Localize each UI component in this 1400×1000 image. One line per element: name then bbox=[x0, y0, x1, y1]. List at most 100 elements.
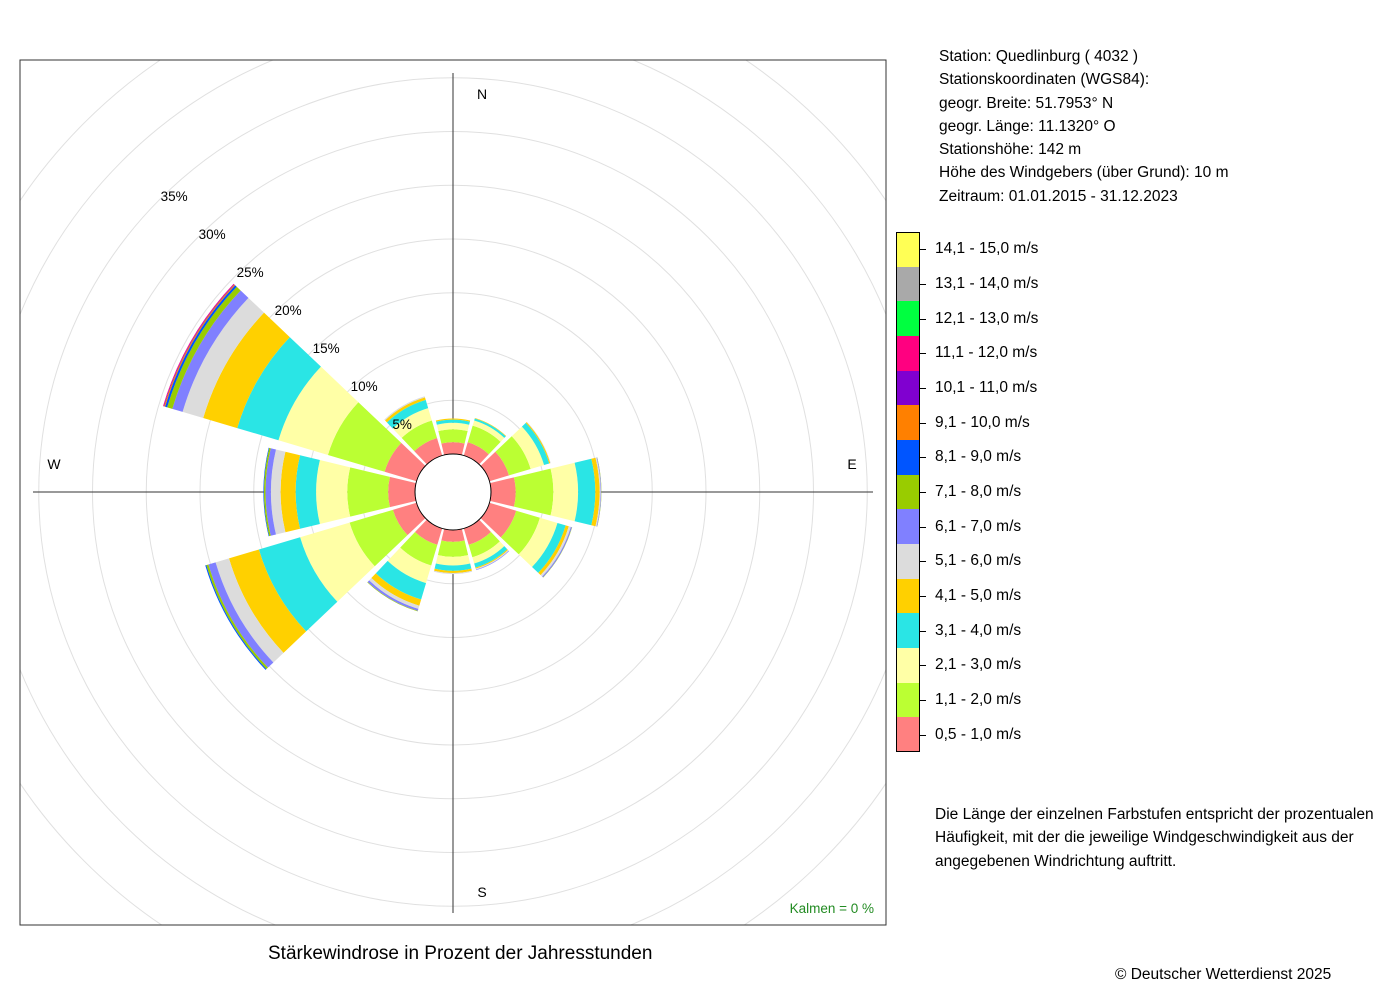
legend-swatch bbox=[896, 266, 920, 302]
wind-sector-segment bbox=[475, 549, 509, 570]
wind-sector-segment bbox=[463, 442, 489, 465]
legend-label: 2,1 - 3,0 m/s bbox=[935, 656, 1022, 674]
wind-sector-segment bbox=[172, 290, 249, 412]
legend-label: 13,1 - 14,0 m/s bbox=[935, 275, 1039, 292]
legend-swatch bbox=[896, 613, 920, 648]
wind-sector-segment bbox=[596, 457, 602, 527]
wind-sector-segment bbox=[472, 541, 505, 564]
wind-sector-segment bbox=[367, 580, 419, 611]
wind-sector-segment bbox=[386, 399, 429, 429]
legend-swatch bbox=[896, 370, 920, 406]
legend-swatch bbox=[896, 578, 920, 614]
station-info: Station: Quedlinburg ( 4032 ) Stationskoo… bbox=[939, 45, 1228, 208]
station-info-line: geogr. Breite: 51.7953° N bbox=[939, 94, 1114, 112]
ring-label: 25% bbox=[237, 265, 264, 280]
note-line: Die Länge der einzelnen Farbstufen entsp… bbox=[935, 806, 1374, 823]
wind-sector-segment bbox=[480, 502, 517, 538]
ring-label: 20% bbox=[275, 303, 302, 318]
wind-sector-segment bbox=[263, 447, 270, 537]
wind-sector-segment bbox=[475, 549, 509, 569]
compass-label-e: E bbox=[847, 456, 856, 472]
legend-swatch bbox=[896, 232, 920, 267]
legend-tick bbox=[920, 422, 926, 424]
legend-swatch bbox=[896, 405, 920, 440]
wind-sector-segment bbox=[384, 442, 426, 482]
wind-sector-segment bbox=[436, 422, 470, 432]
legend-label: 6,1 - 7,0 m/s bbox=[935, 517, 1022, 535]
station-info-line: Stationshöhe: 142 m bbox=[939, 141, 1082, 159]
legend-swatch bbox=[896, 474, 920, 510]
compass-label-n: N bbox=[477, 86, 487, 102]
wind-sector-segment bbox=[228, 549, 307, 653]
legend-tick bbox=[920, 665, 926, 667]
wind-sector-segment bbox=[278, 366, 359, 455]
wind-sector-segment bbox=[270, 449, 286, 535]
note-line: Häufigkeit, mit der die jeweilige Windge… bbox=[935, 829, 1354, 847]
ring-label: 5% bbox=[392, 417, 412, 432]
legend-tick bbox=[920, 630, 926, 632]
copyright-text: © Deutscher Wetterdienst 2025 bbox=[1115, 966, 1332, 983]
wind-sector-segment bbox=[472, 420, 505, 442]
wind-sector-segment bbox=[258, 537, 338, 632]
legend-swatch bbox=[896, 717, 920, 752]
wind-sector-segment bbox=[438, 429, 468, 444]
wind-sector-segment bbox=[369, 578, 420, 609]
ring-label: 35% bbox=[161, 189, 188, 204]
wind-sector-segment bbox=[400, 532, 438, 566]
wind-sector-segment bbox=[215, 558, 284, 663]
wind-sector-segment bbox=[349, 509, 408, 567]
wind-sector-segment bbox=[474, 418, 506, 438]
wind-sector-segment bbox=[513, 468, 554, 516]
wind-sector-segment bbox=[265, 448, 276, 536]
wind-sector-segment bbox=[237, 337, 321, 441]
calm-circle bbox=[414, 453, 492, 531]
wind-sector-segment bbox=[436, 419, 470, 425]
legend-label: 1,1 - 2,0 m/s bbox=[935, 691, 1022, 708]
legend-label: 12,1 - 13,0 m/s bbox=[935, 309, 1039, 327]
wind-sector-segment bbox=[518, 517, 558, 567]
wind-sector-segment bbox=[414, 438, 443, 465]
legend-label: 14,1 - 15,0 m/s bbox=[935, 240, 1039, 258]
wind-sector-segment bbox=[550, 462, 579, 522]
wind-sector-segment bbox=[521, 422, 550, 466]
compass-label-w: W bbox=[47, 456, 61, 472]
wind-sector-segment bbox=[511, 426, 545, 469]
wind-sector-segment bbox=[434, 563, 472, 571]
wind-sector-segment bbox=[392, 408, 432, 438]
wind-sector-segment bbox=[474, 546, 508, 568]
wind-sector-segment bbox=[574, 458, 596, 526]
wind-sector-segment bbox=[595, 457, 601, 527]
wind-sector-segment bbox=[387, 547, 432, 584]
wind-sector-segment bbox=[371, 573, 422, 606]
legend-tick bbox=[920, 284, 926, 285]
wind-sector-segment bbox=[388, 476, 417, 508]
legend-tick bbox=[920, 457, 926, 459]
explanation-note: Die Länge der einzelnen Farbstufen entsp… bbox=[935, 803, 1395, 873]
wind-sector-segment bbox=[375, 560, 427, 600]
ring-label: 15% bbox=[313, 341, 340, 356]
legend-swatch bbox=[896, 544, 920, 579]
wind-sector-segment bbox=[347, 467, 390, 517]
wind-sector-segment bbox=[167, 286, 241, 409]
legend-tick bbox=[920, 388, 926, 389]
legend-tick bbox=[920, 492, 926, 493]
station-info-line: Stationskoordinaten (WGS84): bbox=[939, 71, 1150, 89]
wind-sector-segment bbox=[467, 425, 501, 455]
station-info-line: geogr. Länge: 11.1320° O bbox=[939, 117, 1116, 135]
wind-sector-segment bbox=[597, 457, 602, 527]
wind-sector-segment bbox=[434, 568, 472, 573]
wind-sector-segment bbox=[401, 420, 438, 452]
legend-label: 11,1 - 12,0 m/s bbox=[935, 344, 1038, 362]
wind-sector-segment bbox=[435, 418, 471, 422]
wind-sector-segment bbox=[489, 477, 516, 507]
legend-tick bbox=[920, 561, 926, 563]
wind-sector-segment bbox=[280, 451, 301, 533]
wind-sector-segment bbox=[316, 460, 351, 524]
legend-tick bbox=[920, 249, 926, 251]
legend-tick bbox=[920, 700, 926, 701]
ring-label: 10% bbox=[351, 379, 378, 394]
legend-label: 3,1 - 4,0 m/s bbox=[935, 621, 1022, 639]
legend-label: 0,5 - 1,0 m/s bbox=[935, 725, 1022, 743]
wind-sector-segment bbox=[441, 442, 465, 456]
